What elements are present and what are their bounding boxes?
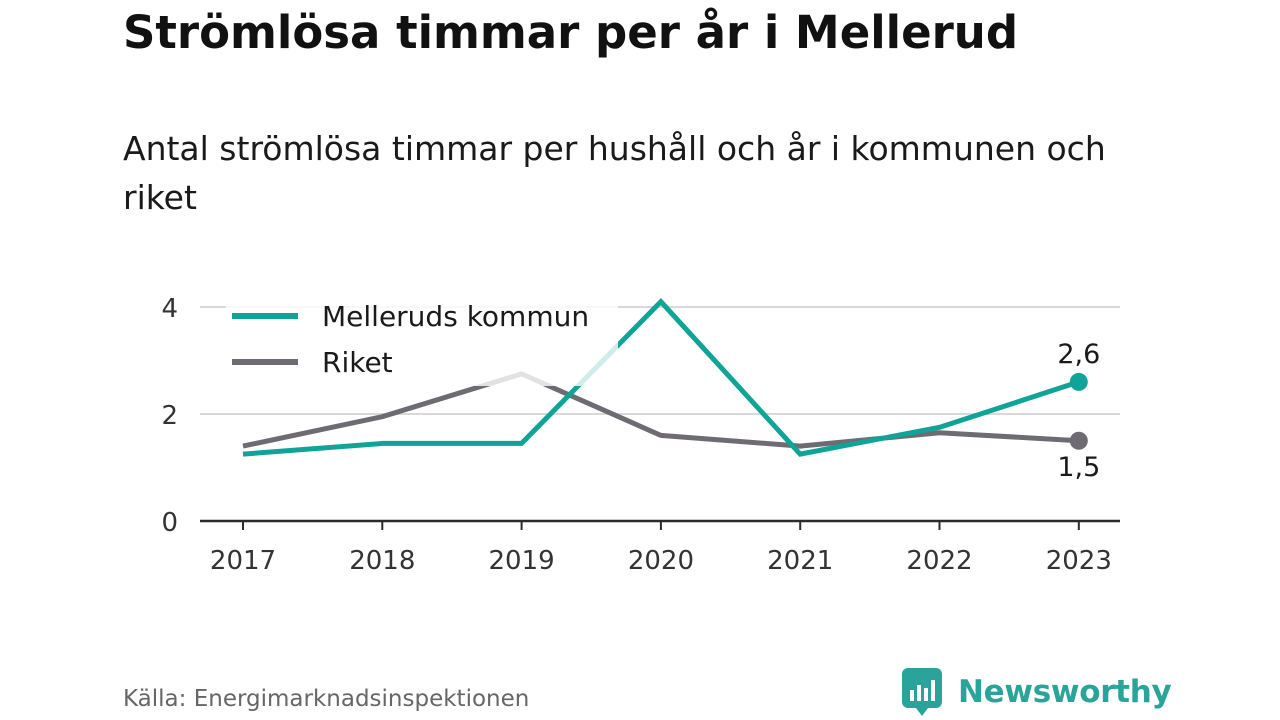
y-tick-label: 0: [161, 508, 178, 538]
chart-title: Strömlösa timmar per år i Mellerud: [123, 6, 1019, 59]
x-tick-label: 2020: [628, 546, 694, 576]
end-marker: [1069, 372, 1088, 391]
y-tick-label: 4: [161, 294, 178, 324]
x-axis: 2017 2018 2019 2020 2021 2022 2023: [200, 519, 1120, 576]
series-line-0: [242, 298, 1080, 457]
legend-label: Riket: [322, 346, 393, 379]
end-marker: [1069, 431, 1088, 450]
source-note: Källa: Energimarknadsinspektionen: [123, 686, 530, 712]
legend-background: [226, 290, 618, 386]
legend: Melleruds kommun Riket: [226, 290, 618, 386]
y-axis-tick-labels: 0 2 4: [161, 294, 178, 538]
x-tick-label: 2017: [210, 546, 276, 576]
series-line-1: [242, 371, 1079, 449]
end-value-label: 1,5: [1057, 452, 1100, 483]
brand-name: Newsworthy: [958, 674, 1172, 710]
end-value-label: 2,6: [1057, 339, 1100, 370]
y-tick-label: 2: [161, 401, 178, 431]
x-tick-label: 2022: [906, 546, 972, 576]
x-tick-label: 2023: [1046, 546, 1112, 576]
x-tick-label: 2021: [767, 546, 833, 576]
legend-label: Melleruds kommun: [322, 300, 589, 333]
chart-subtitle: Antal strömlösa timmar per hushåll och å…: [123, 129, 1106, 217]
end-markers: 2,6 1,5: [1057, 339, 1100, 483]
x-tick-label: 2018: [349, 546, 415, 576]
newsworthy-logo-icon: [902, 668, 942, 716]
series-lines: [242, 298, 1080, 457]
x-tick-label: 2019: [489, 546, 555, 576]
brand-logo: Newsworthy: [902, 668, 1172, 716]
